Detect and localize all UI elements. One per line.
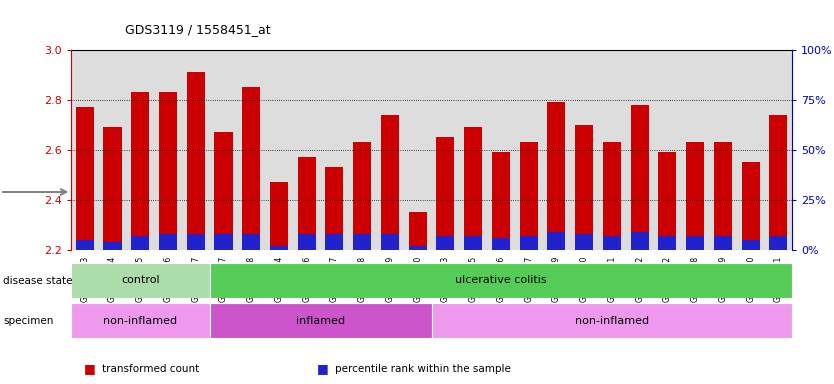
Text: ■: ■ bbox=[317, 362, 329, 375]
Bar bbox=[741, 240, 760, 250]
Bar bbox=[686, 142, 704, 250]
Bar bbox=[270, 246, 288, 250]
Bar bbox=[103, 242, 122, 250]
Bar bbox=[432, 303, 792, 338]
Bar bbox=[71, 263, 209, 298]
Bar bbox=[381, 233, 399, 250]
Bar bbox=[465, 236, 482, 250]
Bar bbox=[575, 233, 593, 250]
Text: ■: ■ bbox=[83, 362, 95, 375]
Bar bbox=[631, 232, 649, 250]
Bar bbox=[770, 236, 787, 250]
Bar bbox=[214, 233, 233, 250]
Bar bbox=[209, 263, 792, 298]
Bar bbox=[354, 142, 371, 250]
Bar bbox=[242, 88, 260, 250]
Bar bbox=[631, 105, 649, 250]
Bar bbox=[159, 93, 177, 250]
Bar bbox=[492, 238, 510, 250]
Bar bbox=[658, 236, 676, 250]
Bar bbox=[409, 212, 427, 250]
Bar bbox=[741, 162, 760, 250]
Bar bbox=[714, 142, 732, 250]
Text: control: control bbox=[121, 275, 159, 285]
Bar bbox=[103, 127, 122, 250]
Bar bbox=[603, 236, 621, 250]
Bar bbox=[242, 233, 260, 250]
Text: non-inflamed: non-inflamed bbox=[575, 316, 649, 326]
Bar bbox=[131, 236, 149, 250]
Bar bbox=[436, 137, 455, 250]
Bar bbox=[770, 115, 787, 250]
Bar bbox=[520, 142, 538, 250]
Bar bbox=[325, 167, 344, 250]
Text: transformed count: transformed count bbox=[102, 364, 199, 374]
Bar bbox=[71, 303, 209, 338]
Bar bbox=[520, 236, 538, 250]
Bar bbox=[298, 157, 316, 250]
Bar bbox=[686, 236, 704, 250]
Bar bbox=[354, 233, 371, 250]
Bar bbox=[76, 108, 93, 250]
Bar bbox=[76, 240, 93, 250]
Bar bbox=[603, 142, 621, 250]
Text: disease state: disease state bbox=[3, 276, 73, 286]
Bar bbox=[547, 103, 565, 250]
Bar bbox=[658, 152, 676, 250]
Bar bbox=[214, 132, 233, 250]
Bar bbox=[270, 182, 288, 250]
Bar bbox=[187, 73, 205, 250]
Bar bbox=[436, 236, 455, 250]
Bar bbox=[492, 152, 510, 250]
Text: inflamed: inflamed bbox=[296, 316, 345, 326]
Bar bbox=[714, 236, 732, 250]
Bar bbox=[547, 232, 565, 250]
Text: GDS3119 / 1558451_at: GDS3119 / 1558451_at bbox=[125, 23, 271, 36]
Bar bbox=[159, 233, 177, 250]
Bar bbox=[209, 303, 432, 338]
Bar bbox=[298, 233, 316, 250]
Bar bbox=[465, 127, 482, 250]
Text: specimen: specimen bbox=[3, 316, 53, 326]
Text: percentile rank within the sample: percentile rank within the sample bbox=[335, 364, 511, 374]
Bar bbox=[409, 246, 427, 250]
Bar bbox=[575, 125, 593, 250]
Bar bbox=[325, 233, 344, 250]
Text: non-inflamed: non-inflamed bbox=[103, 316, 178, 326]
Bar bbox=[131, 93, 149, 250]
Bar bbox=[187, 233, 205, 250]
Bar bbox=[381, 115, 399, 250]
Text: ulcerative colitis: ulcerative colitis bbox=[455, 275, 547, 285]
